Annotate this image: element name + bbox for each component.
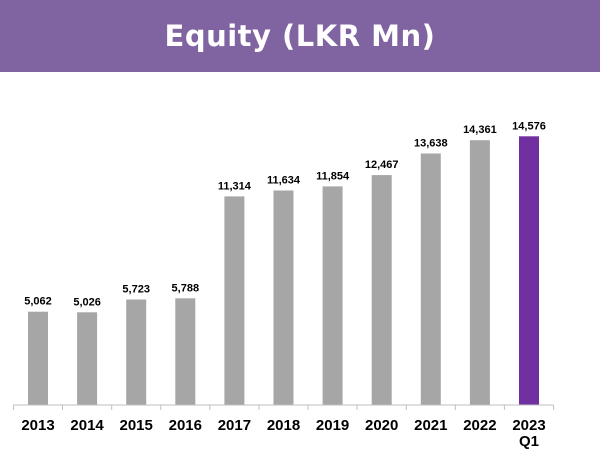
bar-2018 <box>273 190 294 405</box>
x-tick-label-2015: 2015 <box>120 417 153 434</box>
data-label-2017: 11,314 <box>218 180 252 192</box>
data-label-2016: 5,788 <box>172 282 200 294</box>
bar-2021 <box>420 153 441 405</box>
bar-2016 <box>175 298 196 405</box>
x-tick-label-2022: 2022 <box>463 417 496 434</box>
x-tick-label-2014: 2014 <box>70 417 104 434</box>
bars-group <box>28 136 539 406</box>
chart-title: Equity (LKR Mn) <box>164 19 436 53</box>
bar-2019 <box>322 186 343 405</box>
data-label-2019: 11,854 <box>316 170 350 182</box>
x-tick-label-2019: 2019 <box>316 417 349 434</box>
data-label-2015: 5,723 <box>122 284 150 296</box>
bar-2020 <box>371 175 392 405</box>
data-label-2020: 12,467 <box>365 159 399 171</box>
x-tick-label-2018: 2018 <box>267 417 300 434</box>
bar-2015 <box>126 299 147 405</box>
tick-labels-group: 2013 2014 2015 2016 2017 2018 2019 2020 2021 2022… <box>21 417 545 450</box>
data-label-2023-q1: 14,576 <box>512 120 546 132</box>
x-tick-label-2013: 2013 <box>21 417 54 434</box>
tick-marks-group <box>12 405 555 410</box>
x-tick-label-2021: 2021 <box>414 417 447 434</box>
value-labels-group: 5,062 5,026 5,723 5,788 11,314 11,634 11,854 12… <box>24 120 546 308</box>
x-tick-label-2016: 2016 <box>169 417 202 434</box>
x-tick-label-2023-q1: 2023 Q1 <box>512 417 545 450</box>
data-label-2018: 11,634 <box>267 175 301 187</box>
data-label-2022: 14,361 <box>463 124 497 136</box>
bar-2013 <box>28 311 48 405</box>
x-tick-label-2017: 2017 <box>218 417 251 434</box>
bar-2022 <box>469 140 490 405</box>
x-tick-label-2020: 2020 <box>365 417 398 434</box>
bar-2017 <box>224 196 245 405</box>
data-label-2014: 5,026 <box>73 296 101 308</box>
title-banner: Equity (LKR Mn) <box>0 0 600 72</box>
data-label-2013: 5,062 <box>24 296 52 308</box>
data-label-2021: 13,638 <box>414 138 448 150</box>
bar-2014 <box>77 312 98 405</box>
bar-2023-q1 <box>519 136 539 406</box>
